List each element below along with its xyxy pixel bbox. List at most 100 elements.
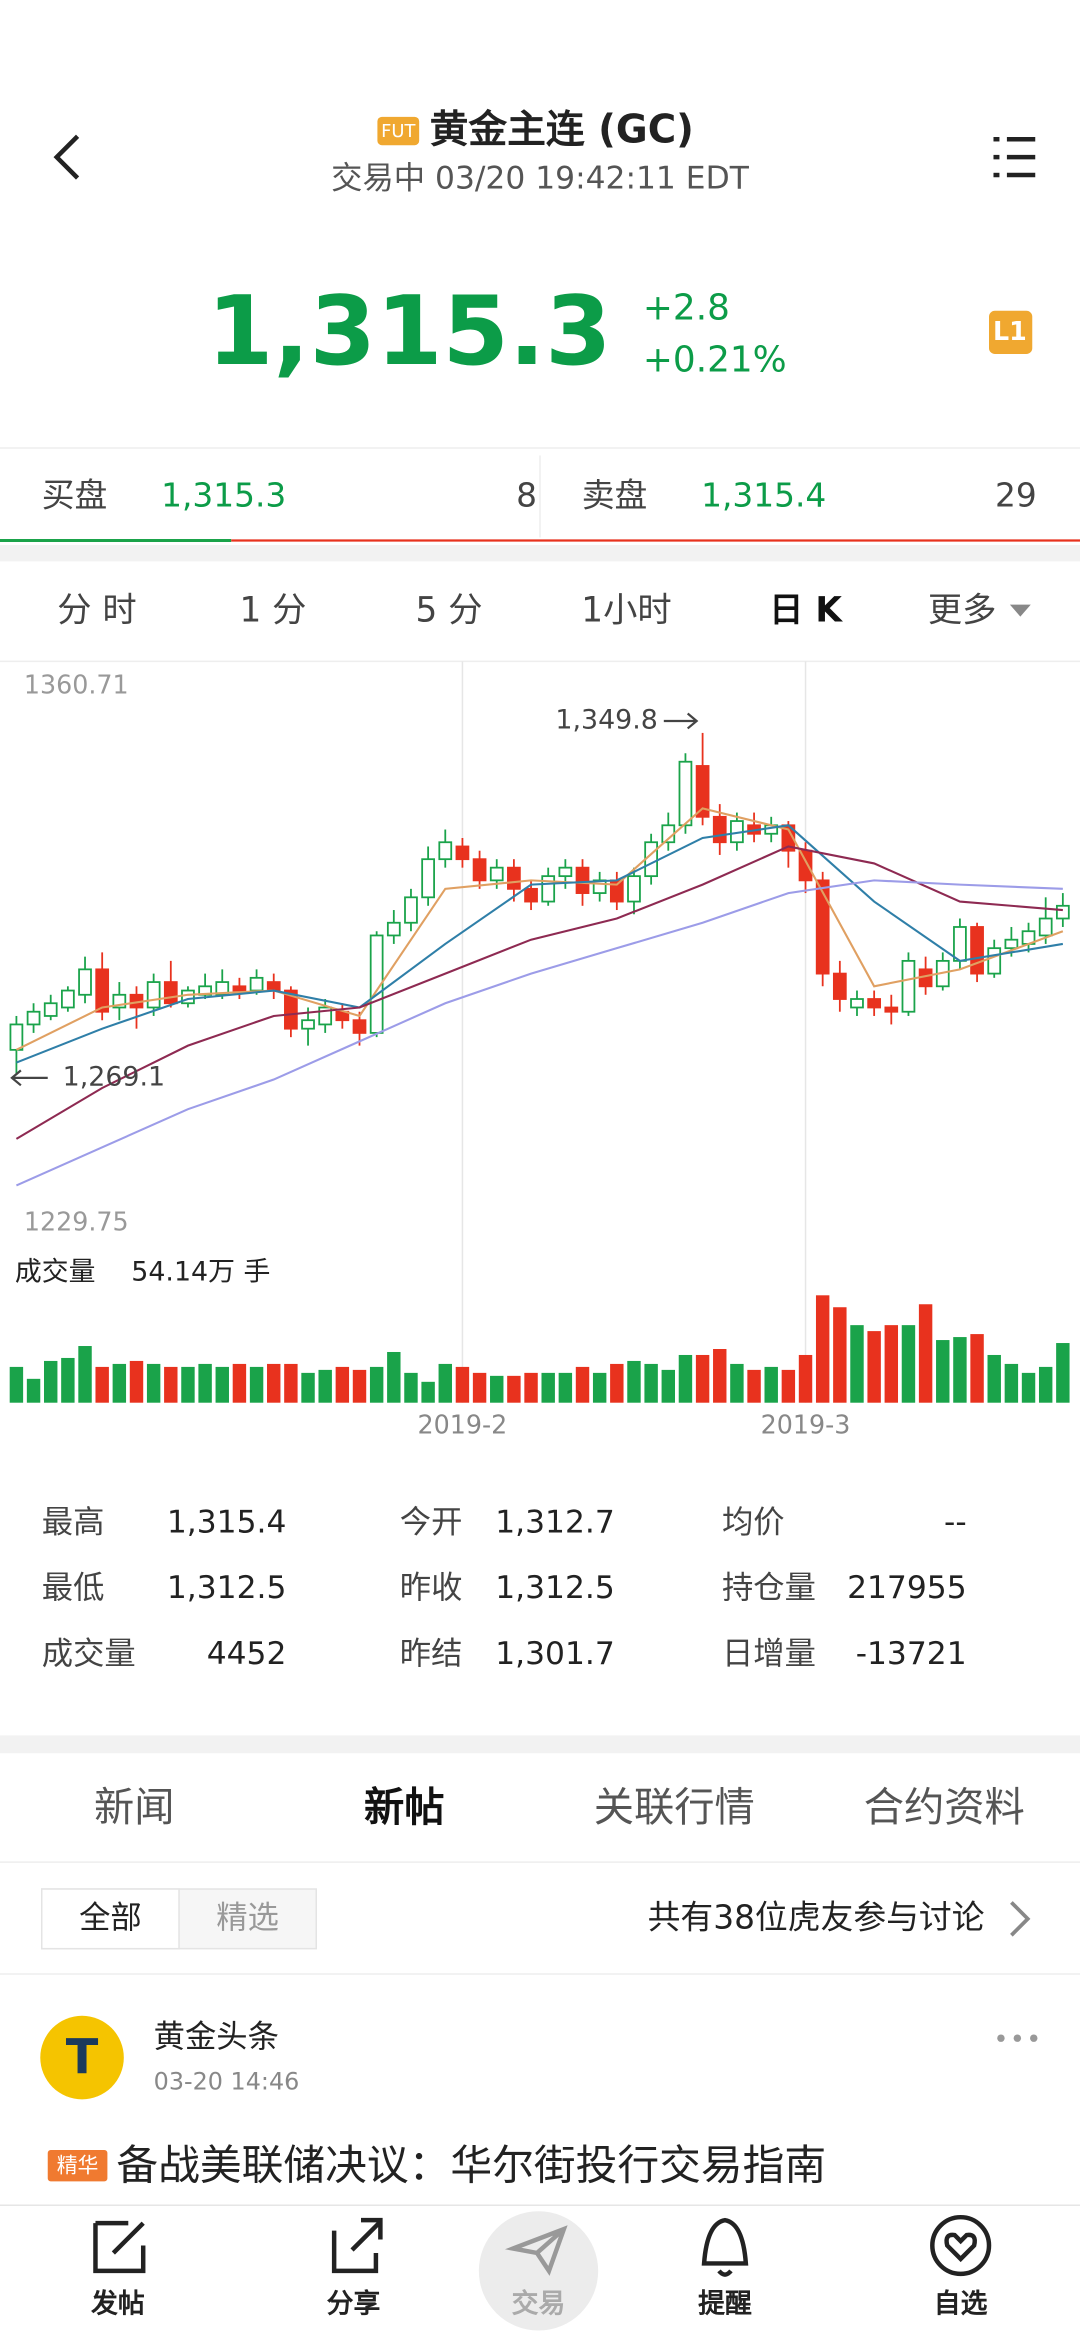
filter-active xyxy=(41,1888,180,1950)
volume-value: 54.14万 手 xyxy=(131,1256,270,1287)
stat-label: 最高 xyxy=(42,1505,105,1541)
candle-body xyxy=(78,968,92,996)
content-tab[interactable]: 新帖 xyxy=(364,1785,445,1831)
candle-body xyxy=(61,989,75,1009)
nav-item[interactable]: 交易 xyxy=(512,2288,566,2320)
dot xyxy=(1013,2034,1022,2042)
watch-icon xyxy=(930,2214,992,2277)
more-button[interactable] xyxy=(997,2034,1038,2042)
bid-price: 1,315.3 xyxy=(161,477,286,515)
stat-label: 均价 xyxy=(722,1505,785,1541)
volume-bar xyxy=(1021,1372,1036,1403)
author[interactable]: 黄金头条 xyxy=(154,2019,279,2055)
stat-label: 今开 xyxy=(400,1505,463,1541)
stat-label: 最低 xyxy=(42,1570,105,1606)
candle-body xyxy=(832,972,847,1000)
stat-label: 昨收 xyxy=(400,1570,463,1606)
volume-bar xyxy=(507,1375,521,1403)
nav-item[interactable]: 提醒 xyxy=(698,2289,752,2320)
volume-bar xyxy=(215,1366,229,1403)
period-tab[interactable]: 1小时 xyxy=(581,591,671,631)
content-tab[interactable]: 新闻 xyxy=(94,1785,175,1831)
volume-bar xyxy=(455,1366,470,1403)
level-badge-bg xyxy=(989,310,1033,355)
nav-item[interactable]: 发帖 xyxy=(90,2288,145,2320)
band xyxy=(0,544,1080,562)
volume-bar xyxy=(369,1366,384,1403)
discussion-summary[interactable]: 共有38位虎友参与讨论 xyxy=(648,1898,985,1936)
volume-bar xyxy=(884,1325,899,1403)
post-time: 03-20 14:46 xyxy=(154,2067,300,2095)
candle-body xyxy=(901,959,916,1013)
volume-bar xyxy=(301,1372,315,1403)
candle-body xyxy=(970,926,984,975)
volume-bar xyxy=(610,1363,624,1403)
volume-bar xyxy=(747,1369,761,1403)
candle-body xyxy=(953,926,967,962)
tag-bg xyxy=(47,2150,108,2182)
volume-bar xyxy=(850,1325,864,1403)
candle-body xyxy=(1004,938,1019,950)
y-tick-label: 1229.75 xyxy=(24,1207,129,1237)
candle-body xyxy=(284,989,298,1030)
volume-bar xyxy=(1004,1363,1019,1403)
stat-value: 1,312.5 xyxy=(167,1570,287,1606)
volume-bar xyxy=(644,1363,658,1403)
volume-bar xyxy=(713,1349,727,1403)
annotation: 1,269.1 xyxy=(63,1061,165,1092)
candle-body xyxy=(627,875,641,903)
candle-body xyxy=(421,858,435,899)
candle-body xyxy=(455,845,470,861)
menu-button[interactable] xyxy=(993,136,1036,178)
candle-body xyxy=(404,896,418,924)
nav-item[interactable]: 自选 xyxy=(934,2288,988,2320)
candle-body xyxy=(112,993,127,1009)
stat-value: 1,312.7 xyxy=(495,1505,615,1541)
volume-bar xyxy=(730,1363,744,1403)
filter-option[interactable]: 全部 xyxy=(79,1900,142,1936)
volume-bar xyxy=(953,1337,967,1403)
volume-bar xyxy=(1056,1343,1070,1403)
candle-body xyxy=(678,760,693,827)
candle-body xyxy=(43,1002,58,1017)
period-tab[interactable]: 日 K xyxy=(769,591,843,631)
x-tick-label: 2019-3 xyxy=(761,1410,851,1440)
level-badge[interactable]: L1 xyxy=(993,316,1027,346)
stat-label: 日增量 xyxy=(722,1636,816,1672)
nav-item[interactable]: 分享 xyxy=(327,2288,381,2320)
candle-body xyxy=(95,968,110,1013)
period-tab[interactable]: 5 分 xyxy=(415,591,482,631)
avatar[interactable] xyxy=(40,2015,124,2100)
volume-bar xyxy=(249,1366,264,1403)
content-tab[interactable]: 合约资料 xyxy=(864,1785,1025,1831)
stat-value: 1,312.5 xyxy=(495,1570,615,1606)
candle-body xyxy=(558,866,573,878)
volume-bar xyxy=(1038,1366,1053,1403)
period-tab[interactable]: 1 分 xyxy=(239,591,306,631)
moving-average xyxy=(16,824,1064,1064)
volume-bar xyxy=(95,1366,109,1403)
stat-label: 成交量 xyxy=(42,1636,136,1672)
dropdown-arrow xyxy=(1009,604,1031,617)
candle-body xyxy=(712,815,727,844)
candle-body xyxy=(181,989,195,1005)
volume-bar xyxy=(26,1378,41,1403)
volume-bar xyxy=(352,1369,367,1403)
back-button[interactable] xyxy=(53,134,80,180)
content-tab[interactable]: 关联行情 xyxy=(594,1785,755,1831)
stat-label: 持仓量 xyxy=(722,1570,816,1606)
post-title[interactable]: 备战美联储决议：华尔街投行交易指南 xyxy=(116,2140,826,2189)
volume-bar xyxy=(541,1372,555,1403)
volume-bar xyxy=(764,1366,778,1403)
alert-icon xyxy=(701,2217,749,2277)
annotation: 1,349.8 xyxy=(555,704,657,735)
filter-option[interactable]: 精选 xyxy=(216,1900,279,1936)
candle-body xyxy=(884,1006,899,1013)
volume-bar xyxy=(472,1372,487,1403)
period-tab[interactable]: 更多 xyxy=(928,591,997,631)
period-tab[interactable]: 分 时 xyxy=(57,591,137,631)
volume-bar xyxy=(833,1307,847,1403)
volume-bar xyxy=(421,1381,435,1403)
stat-value: 1,301.7 xyxy=(495,1636,615,1672)
